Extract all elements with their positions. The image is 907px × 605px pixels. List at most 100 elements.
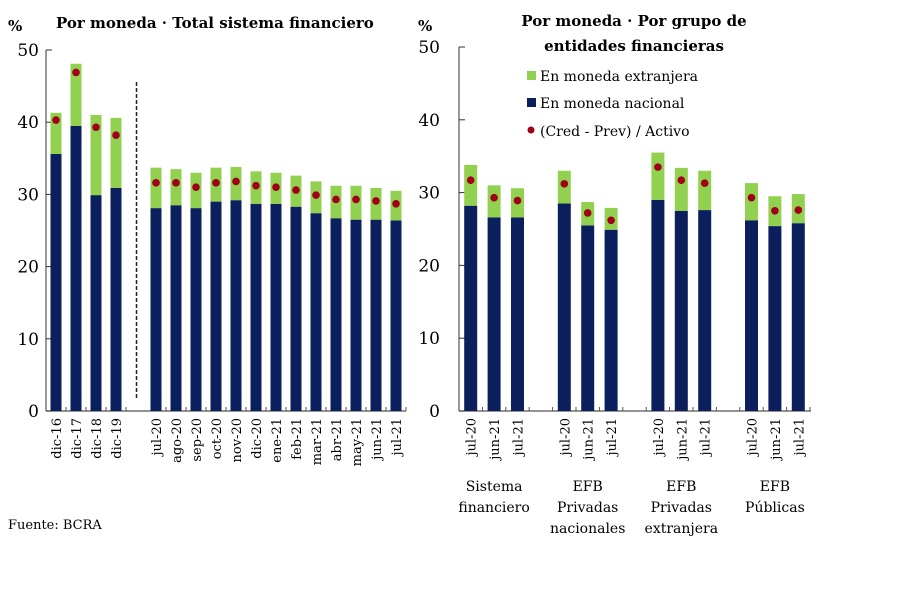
- right-bar-foreign: [674, 167, 688, 211]
- legend: En moneda extranjera En moneda nacional …: [527, 69, 698, 140]
- left-bar-national: [390, 220, 402, 411]
- right-x-tick-label: jun-21: [675, 418, 690, 462]
- right-bar-national: [557, 203, 571, 411]
- left-x-tick-label: jun-21: [370, 418, 385, 462]
- right-bar-national: [511, 217, 524, 411]
- left-y-unit: %: [8, 17, 22, 35]
- left-dot: [312, 191, 320, 199]
- left-dot: [212, 179, 220, 187]
- left-bar-national: [90, 195, 102, 411]
- legend-label-foreign: En moneda extranjera: [540, 69, 698, 85]
- left-bar-national: [370, 219, 382, 411]
- right-group-label: EFB: [760, 479, 790, 495]
- right-group-label: EFB: [573, 479, 603, 495]
- left-dot: [72, 68, 80, 77]
- right-group-label: Públicas: [745, 500, 805, 516]
- left-x-tick-label: jul-21: [390, 418, 405, 458]
- right-dot: [677, 176, 686, 185]
- right-bar-foreign: [698, 170, 712, 211]
- right-bar-national: [745, 220, 758, 411]
- right-dot: [771, 207, 779, 215]
- right-x-tick-label: jul-21: [792, 418, 807, 458]
- right-y-tick-label: 10: [418, 329, 440, 349]
- right-group-label: EFB: [666, 479, 696, 495]
- left-dot: [292, 186, 300, 194]
- left-x-tick-label: dic-20: [250, 418, 265, 459]
- left-bar-foreign: [70, 63, 82, 126]
- right-bar-national: [464, 205, 478, 411]
- left-x-tick-label: abr-21: [330, 418, 345, 461]
- right-bar-national: [581, 225, 595, 411]
- right-dot: [513, 196, 522, 205]
- right-dot: [700, 179, 709, 187]
- right-y-unit: %: [418, 17, 432, 35]
- right-group-label: financiero: [458, 500, 529, 516]
- legend-label-dot: (Cred - Prev) / Activo: [540, 124, 690, 140]
- left-x-tick-label: mar-21: [310, 418, 325, 465]
- left-dot: [372, 197, 380, 205]
- right-dot: [490, 193, 498, 202]
- right-group-label: nacionales: [550, 521, 625, 537]
- right-dot: [583, 209, 592, 217]
- right-x-tick-label: jul-20: [465, 418, 480, 458]
- right-dot: [560, 180, 569, 188]
- right-bar-national: [791, 223, 805, 411]
- left-bar-national: [290, 206, 302, 411]
- right-group-label: Sistema: [466, 479, 523, 495]
- right-bar-national: [604, 229, 618, 411]
- left-bar-national: [170, 205, 182, 411]
- left-y-tick-label: 10: [17, 330, 39, 350]
- right-dot: [747, 193, 756, 202]
- right-bar-national: [768, 226, 782, 411]
- left-bar-national: [330, 218, 342, 411]
- left-x-tick-label: sep-20: [190, 418, 205, 462]
- right-bar-foreign: [651, 152, 665, 200]
- left-dot: [352, 195, 360, 204]
- right-bar-national: [651, 199, 665, 411]
- right-chart-title-line1: Por moneda · Por grupo de: [521, 12, 746, 30]
- left-y-tick-label: 40: [17, 113, 39, 133]
- left-x-tick-label: dic-17: [70, 418, 85, 459]
- right-dot: [607, 216, 615, 225]
- right-group-label: Privadas: [557, 500, 618, 516]
- left-bar-national: [250, 203, 262, 411]
- legend-swatch-dot: [527, 126, 535, 134]
- legend-swatch-national: [527, 98, 536, 107]
- left-bar-foreign: [170, 169, 182, 206]
- left-bar-national: [110, 187, 122, 411]
- right-x-tick-label: jul-21: [699, 418, 714, 458]
- left-bar-foreign: [50, 112, 62, 154]
- right-x-tick-label: jul-20: [746, 418, 761, 458]
- left-bar-foreign: [90, 114, 102, 196]
- left-dot: [92, 123, 100, 132]
- left-dot: [232, 177, 240, 186]
- right-chart-title-line2: entidades financieras: [544, 37, 724, 55]
- left-x-tick-label: may-21: [350, 418, 365, 466]
- right-group-label: Privadas: [651, 500, 712, 516]
- left-bar-national: [150, 208, 162, 411]
- left-bar-national: [310, 213, 322, 411]
- right-dot: [654, 163, 662, 171]
- left-x-tick-label: ago-20: [170, 418, 185, 463]
- right-dot: [794, 206, 803, 214]
- left-bar-national: [270, 203, 282, 411]
- left-y-tick-label: 50: [17, 41, 39, 61]
- right-bar-national: [698, 210, 712, 411]
- left-y-tick-label: 0: [28, 402, 39, 422]
- left-x-tick-label: dic-16: [50, 418, 65, 459]
- left-bar-foreign: [110, 117, 122, 188]
- right-bar-national: [674, 210, 688, 411]
- right-dot: [466, 176, 475, 185]
- right-x-tick-label: jun-21: [582, 418, 597, 462]
- left-y-tick-label: 20: [17, 258, 39, 278]
- right-group-label: extranjera: [645, 521, 719, 537]
- left-dot: [252, 181, 260, 190]
- left-bar-foreign: [150, 167, 162, 209]
- left-dot: [152, 179, 160, 187]
- left-bar-national: [70, 125, 82, 411]
- legend-swatch-foreign: [527, 71, 536, 80]
- left-dot: [172, 179, 180, 187]
- source-note: Fuente: BCRA: [8, 518, 102, 533]
- left-dot: [52, 116, 60, 124]
